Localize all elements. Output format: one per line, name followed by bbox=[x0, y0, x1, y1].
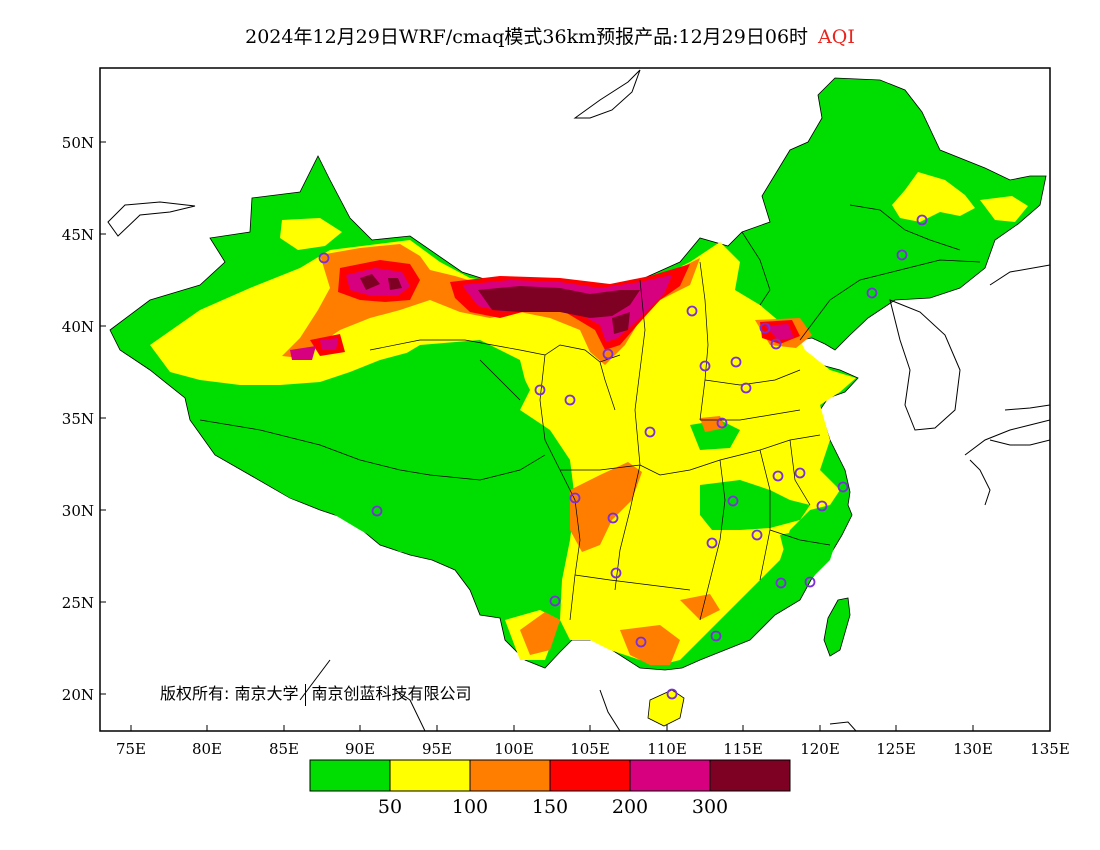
lon-tick-label: 115E bbox=[723, 740, 763, 758]
station-circle-icon bbox=[772, 470, 784, 482]
lat-tick-label: 45N bbox=[62, 226, 94, 244]
station-circle-icon bbox=[610, 567, 622, 579]
lon-tick-label: 110E bbox=[647, 740, 687, 758]
legend-swatch bbox=[550, 760, 630, 791]
legend-swatch bbox=[390, 760, 470, 791]
title-variable: AQI bbox=[818, 26, 855, 48]
hainan-island bbox=[647, 689, 685, 727]
station-circle-icon bbox=[770, 338, 782, 350]
lon-tick-label: 130E bbox=[953, 740, 993, 758]
station-circle-icon bbox=[816, 500, 828, 512]
legend-swatch bbox=[710, 760, 790, 791]
station-circle-icon bbox=[607, 512, 619, 524]
legend-swatch bbox=[470, 760, 550, 791]
province-boundaries bbox=[199, 204, 981, 621]
station-circle-icon bbox=[534, 384, 546, 396]
lon-tick-label: 85E bbox=[269, 740, 299, 758]
station-circle-icon bbox=[775, 577, 787, 589]
map-title: 2024年12月29日WRF/cmaq模式36km预报产品:12月29日06时 A… bbox=[0, 22, 1100, 49]
copyright-notice: 版权所有: 南京大学 南京创蓝科技有限公司 bbox=[160, 680, 472, 706]
station-circle-icon bbox=[716, 417, 728, 429]
station-circle-icon bbox=[896, 249, 908, 261]
station-circle-icon bbox=[866, 287, 878, 299]
lon-tick-label: 95E bbox=[422, 740, 452, 758]
title-text: 2024年12月29日WRF/cmaq模式36km预报产品:12月29日06时 bbox=[245, 26, 809, 48]
station-circle-icon bbox=[644, 426, 656, 438]
station-circle-icon bbox=[569, 492, 581, 504]
lon-tick-label: 90E bbox=[345, 740, 375, 758]
legend-level-label: 200 bbox=[612, 796, 648, 818]
lon-tick-label: 75E bbox=[116, 740, 146, 758]
lon-axis: 75E 80E 85E 90E 95E 100E 105E 110E 115E … bbox=[116, 740, 1070, 758]
station-circle-icon bbox=[686, 305, 698, 317]
station-markers bbox=[318, 214, 928, 700]
aqi-level-hazardous bbox=[360, 274, 640, 334]
lat-axis: 50N 45N 40N 35N 30N 25N 20N bbox=[62, 134, 94, 704]
station-circle-icon bbox=[794, 467, 806, 479]
station-circle-icon bbox=[727, 495, 739, 507]
lon-tick-label: 80E bbox=[192, 740, 222, 758]
lat-tick-label: 50N bbox=[62, 134, 94, 152]
station-circle-icon bbox=[706, 537, 718, 549]
lon-tick-label: 100E bbox=[494, 740, 534, 758]
station-circle-icon bbox=[837, 481, 849, 493]
map-frame bbox=[99, 67, 1051, 732]
copyright-org2: 南京创蓝科技有限公司 bbox=[311, 684, 472, 703]
station-circle-icon bbox=[804, 576, 816, 588]
lat-tick-label: 35N bbox=[62, 410, 94, 428]
station-circle-icon bbox=[635, 636, 647, 648]
legend-level-label: 100 bbox=[452, 796, 488, 818]
legend-level-label: 50 bbox=[378, 796, 402, 818]
taiwan-island bbox=[823, 597, 851, 657]
station-circle-icon bbox=[730, 356, 742, 368]
legend-level-label: 150 bbox=[532, 796, 568, 818]
copyright-label: 版权所有: bbox=[160, 684, 230, 703]
station-circle-icon bbox=[602, 348, 614, 360]
station-circle-icon bbox=[666, 688, 678, 700]
copyright-org1: 南京大学 bbox=[234, 684, 299, 703]
legend-swatch bbox=[630, 760, 710, 791]
lon-tick-label: 120E bbox=[800, 740, 840, 758]
legend-swatch bbox=[310, 760, 390, 791]
lon-tick-label: 105E bbox=[570, 740, 610, 758]
lat-tick-label: 30N bbox=[62, 502, 94, 520]
copyright-divider bbox=[304, 683, 306, 706]
legend-level-label: 300 bbox=[692, 796, 728, 818]
lat-tick-label: 40N bbox=[62, 318, 94, 336]
aqi-legend: 50 100 150 200 300 bbox=[309, 759, 791, 818]
lon-tick-label: 125E bbox=[876, 740, 916, 758]
lat-tick-label: 25N bbox=[62, 594, 94, 612]
station-circle-icon bbox=[759, 322, 771, 334]
station-circle-icon bbox=[916, 214, 928, 226]
lat-tick-label: 20N bbox=[62, 686, 94, 704]
station-circle-icon bbox=[564, 394, 576, 406]
station-circle-icon bbox=[710, 630, 722, 642]
map-content bbox=[107, 69, 1050, 731]
aqi-level-good-inner bbox=[195, 340, 838, 612]
station-circle-icon bbox=[549, 595, 561, 607]
station-circle-icon bbox=[318, 252, 330, 264]
station-circle-icon bbox=[751, 529, 763, 541]
axis-tick-marks bbox=[100, 141, 1051, 731]
station-circle-icon bbox=[371, 505, 383, 517]
station-circle-icon bbox=[740, 382, 752, 394]
station-circle-icon bbox=[699, 360, 711, 372]
lon-tick-label: 135E bbox=[1030, 740, 1070, 758]
